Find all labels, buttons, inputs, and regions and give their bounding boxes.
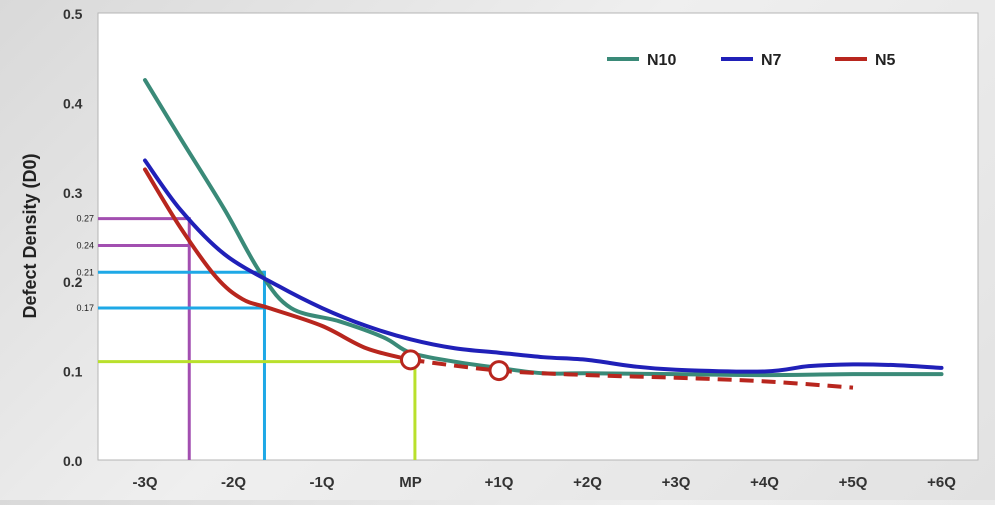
plot-area <box>97 12 979 461</box>
y-axis-label: Defect Density (D0) <box>20 153 40 318</box>
y-tick-label: 0.0 <box>63 453 83 469</box>
x-tick-label: -1Q <box>309 474 334 491</box>
guide-lines: 0.27 0.24 0.21 0.17 <box>76 214 417 460</box>
guide-value-label: 0.17 <box>76 303 94 313</box>
legend: N10 N7 N5 <box>607 52 896 69</box>
x-tick-label: +2Q <box>573 474 602 491</box>
series-lines <box>143 78 944 390</box>
guide-value-label: 0.21 <box>76 267 94 277</box>
y-tick-label: 0.4 <box>63 95 83 111</box>
y-tick-label: 0.5 <box>63 6 83 22</box>
x-axis-ticks: -3Q -2Q -1Q MP +1Q +2Q +3Q +4Q +5Q +6Q <box>132 474 956 491</box>
x-tick-label: +6Q <box>927 474 956 491</box>
series-line-n5 <box>143 167 413 362</box>
x-tick-label: -2Q <box>221 474 246 491</box>
series-marker <box>488 360 510 382</box>
y-tick-label: 0.2 <box>63 274 83 290</box>
x-tick-label: +4Q <box>750 474 779 491</box>
y-axis-ticks: 0.0 0.1 0.2 0.3 0.4 0.5 <box>63 6 83 469</box>
series-line-n10 <box>143 78 944 378</box>
series-line-n7 <box>143 158 944 374</box>
x-tick-label: +3Q <box>662 474 691 491</box>
y-tick-label: 0.1 <box>63 364 83 380</box>
guide-value-label: 0.27 <box>76 214 94 224</box>
legend-label: N7 <box>761 52 782 69</box>
y-tick-label: 0.3 <box>63 185 83 201</box>
x-tick-label: -3Q <box>132 474 157 491</box>
series-marker <box>400 349 421 371</box>
guide-value-label: 0.24 <box>76 240 94 250</box>
x-tick-label: MP <box>399 474 422 491</box>
legend-label: N10 <box>647 52 676 69</box>
x-tick-label: +1Q <box>485 474 514 491</box>
legend-label: N5 <box>875 52 896 69</box>
x-tick-label: +5Q <box>839 474 868 491</box>
